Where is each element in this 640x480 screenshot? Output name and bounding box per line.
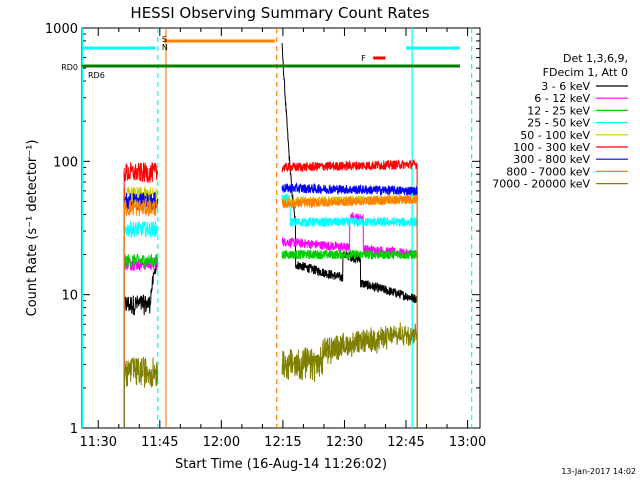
series-line-segment-2	[281, 248, 418, 261]
chart-title: HESSI Observing Summary Count Rates	[130, 4, 429, 22]
x-tick-label: 11:45	[141, 435, 178, 450]
series-line-segment-2	[281, 42, 418, 304]
series-line-segment-2	[281, 212, 418, 259]
series-line-segment-2	[281, 322, 418, 382]
y-tick-label: 1	[70, 422, 78, 437]
legend-entry-label: 50 - 100 keV	[520, 129, 590, 142]
time-markers	[81, 28, 473, 428]
legend-header-2: FDecim 1, Att 0	[543, 66, 628, 79]
x-tick-label: 12:00	[203, 435, 240, 450]
footer-date: 13-Jan-2017 14:02	[561, 467, 636, 476]
series-line-segment-2	[281, 192, 418, 228]
series-line-segment-2	[281, 182, 418, 197]
legend: Det 1,3,6,9, FDecim 1, Att 0 3 - 6 keV6 …	[492, 52, 628, 191]
legend-entry-label: 300 - 800 keV	[513, 153, 590, 166]
series-line-segment-1	[123, 261, 158, 316]
flag-bars: SN RD0 RD6 F	[61, 35, 460, 80]
series-line-segment-1	[123, 161, 159, 184]
flag-label-rd6: RD6	[88, 71, 105, 80]
flag-label-n: N	[162, 43, 168, 52]
legend-entry-label: 12 - 25 keV	[527, 104, 590, 117]
y-tick-label: 1000	[45, 22, 78, 37]
flag-label-s: S	[162, 35, 167, 44]
flag-label-rd0: RD0	[61, 63, 78, 72]
axis-ticks: 11:30 11:45 12:00 12:15 12:30 12:45 13:00 1 10 10…	[45, 22, 486, 450]
x-tick-label: 11:30	[80, 435, 117, 450]
legend-entry-label: 3 - 6 keV	[541, 80, 590, 93]
flag-label-f: F	[361, 54, 366, 63]
legend-entry-label: 7000 - 20000 keV	[492, 178, 590, 191]
series-1	[123, 212, 418, 428]
y-tick-label: 10	[61, 289, 78, 304]
y-tick-label: 100	[53, 155, 78, 170]
x-tick-label: 12:45	[387, 435, 424, 450]
legend-header-1: Det 1,3,6,9,	[563, 52, 628, 65]
series-8	[123, 322, 418, 428]
x-tick-label: 12:15	[264, 435, 301, 450]
series-line-segment-2	[281, 158, 418, 173]
x-tick-label: 12:30	[326, 435, 363, 450]
legend-entry-label: 100 - 300 keV	[513, 141, 590, 154]
legend-entry-label: 800 - 7000 keV	[506, 165, 590, 178]
x-tick-label: 13:00	[449, 435, 486, 450]
series-line-segment-1	[123, 221, 159, 239]
legend-entry-label: 25 - 50 keV	[527, 117, 590, 130]
series-line-segment-1	[123, 356, 159, 388]
y-axis-label: Count Rate (s⁻¹ detector⁻¹)	[25, 140, 40, 317]
series-line-segment-1	[123, 253, 159, 269]
legend-entry-label: 6 - 12 keV	[534, 92, 590, 105]
series-0	[123, 42, 418, 428]
data-series	[123, 42, 418, 428]
series-3	[123, 192, 418, 428]
series-7	[123, 193, 418, 428]
series-line-segment-1	[123, 198, 159, 217]
x-axis-label: Start Time (16-Aug-14 11:26:02)	[175, 457, 387, 472]
series-line-segment-2	[281, 193, 418, 209]
